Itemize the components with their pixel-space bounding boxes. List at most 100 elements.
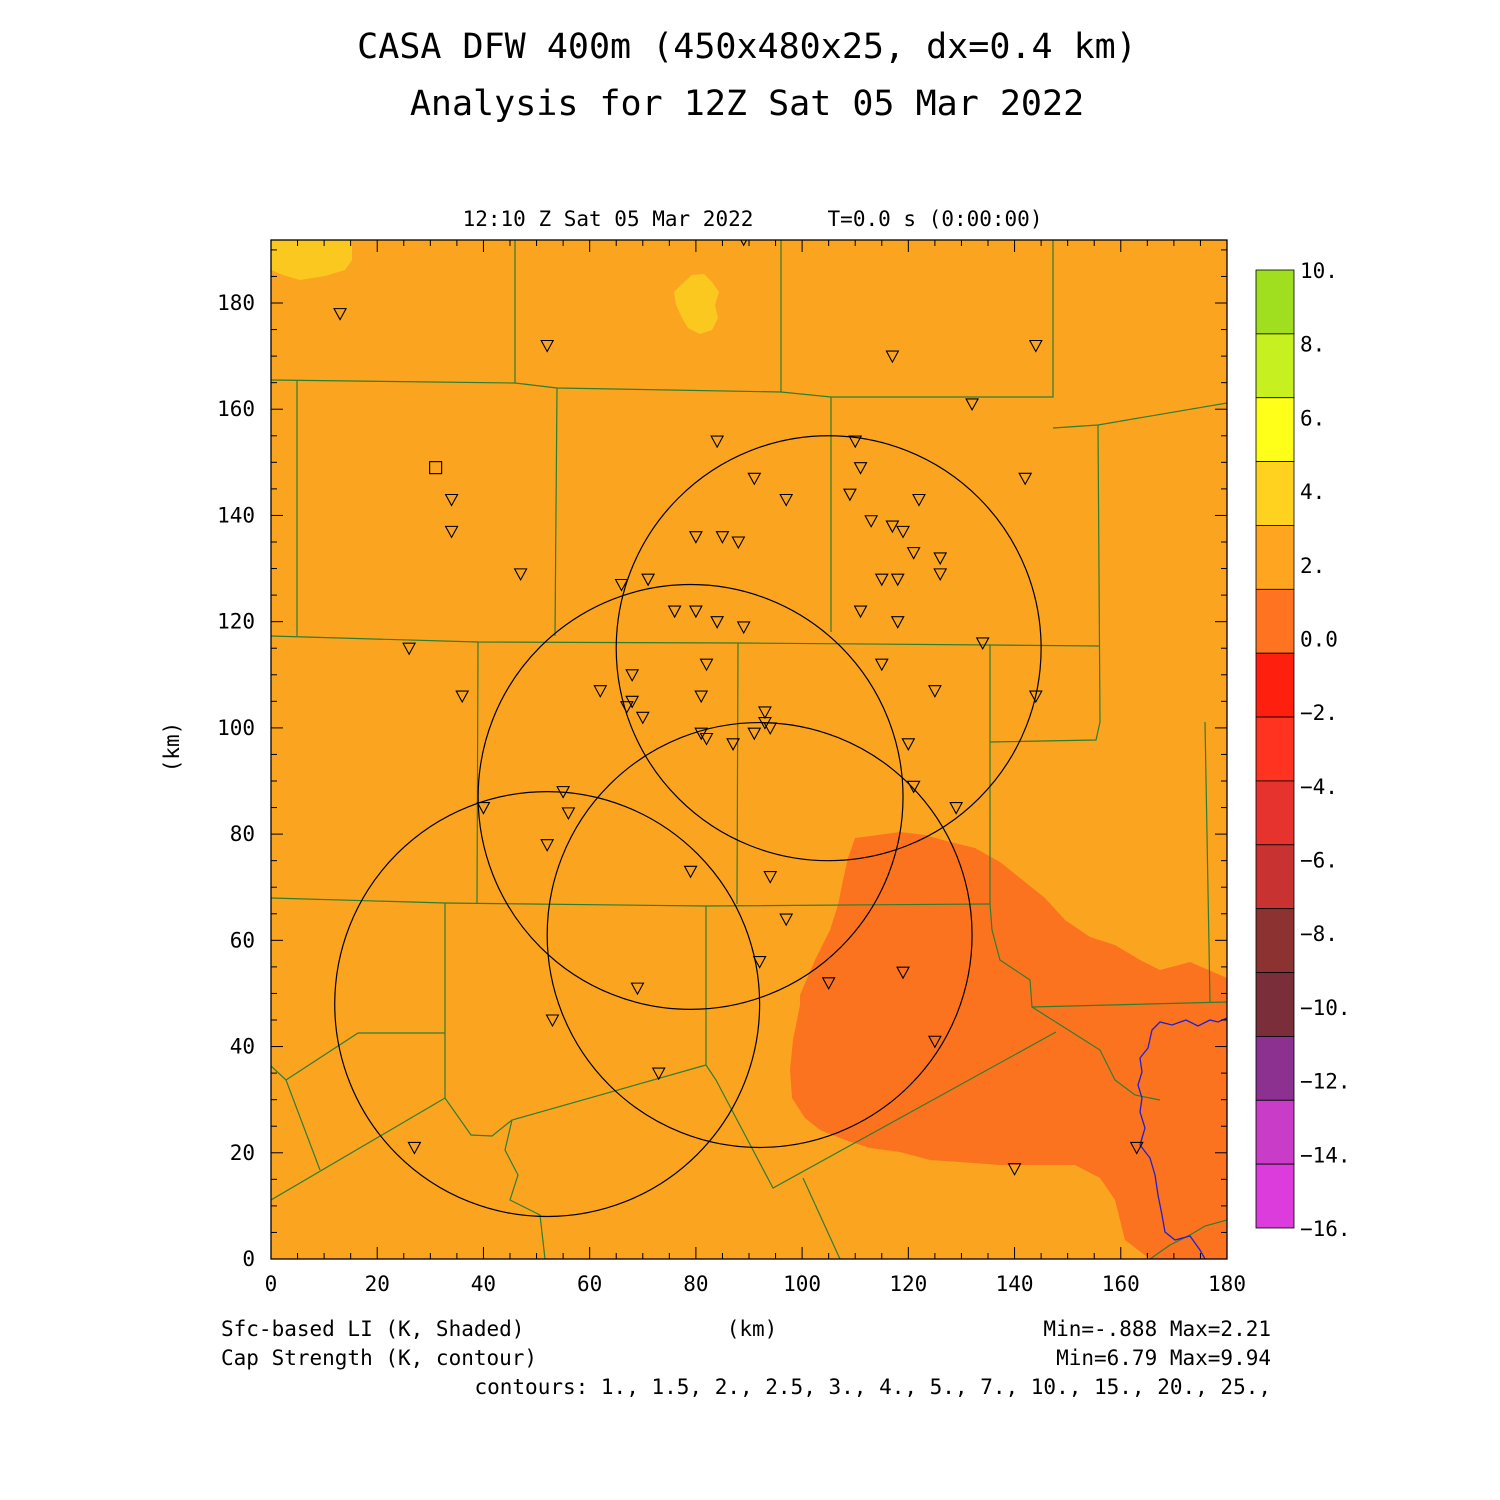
station-marker xyxy=(965,398,979,412)
station-marker xyxy=(407,1141,422,1155)
station-marker xyxy=(513,568,528,582)
x-tick-label: 160 xyxy=(1102,1272,1140,1296)
station-marker xyxy=(747,472,762,486)
colorbar-swatch xyxy=(1255,844,1295,910)
station-marker xyxy=(444,493,459,507)
station-marker xyxy=(545,1014,560,1028)
colorbar-label: −12. xyxy=(1300,1070,1351,1094)
station-marker xyxy=(1129,1141,1144,1155)
station-marker xyxy=(1007,1163,1022,1176)
y-tick-label: 160 xyxy=(217,397,255,421)
station-marker xyxy=(402,642,417,656)
station-marker xyxy=(688,531,703,544)
station-marker xyxy=(933,568,948,582)
x-tick-label: 40 xyxy=(471,1272,496,1296)
station-marker xyxy=(540,839,555,852)
county-line xyxy=(504,1119,546,1259)
station-marker xyxy=(927,685,942,698)
colorbar-swatch xyxy=(1255,1036,1295,1101)
station-marker xyxy=(906,780,921,794)
station-marker xyxy=(853,605,868,619)
station-marker xyxy=(779,493,794,507)
forecast-time-label: T=0.0 s (0:00:00) xyxy=(828,207,1043,231)
station-marker xyxy=(912,493,926,507)
colorbar-swatch xyxy=(1255,333,1295,399)
y-tick-label: 180 xyxy=(217,291,255,315)
river xyxy=(1137,1017,1227,1259)
station-marker xyxy=(933,552,948,566)
station-marker xyxy=(821,977,836,990)
station-marker xyxy=(593,685,608,698)
colorbar-swatch xyxy=(1255,972,1295,1037)
station-marker xyxy=(874,658,889,672)
colorbar-label: 6. xyxy=(1300,406,1325,430)
y-tick-label: 100 xyxy=(217,716,255,740)
x-tick-label: 140 xyxy=(996,1272,1034,1296)
station-marker xyxy=(688,605,703,619)
station-marker xyxy=(619,701,634,714)
station-marker xyxy=(758,706,772,720)
colorbar-label: 8. xyxy=(1300,333,1325,357)
station-marker xyxy=(726,738,740,751)
station-marker xyxy=(699,658,714,672)
colorbar-label: −8. xyxy=(1300,922,1338,946)
field-min-max: Min=-.888 Max=2.21 xyxy=(1043,1317,1271,1341)
station-marker xyxy=(901,738,916,751)
x-tick-label: 80 xyxy=(683,1272,708,1296)
station-marker xyxy=(731,536,746,550)
station-marker xyxy=(949,802,964,815)
station-marker xyxy=(710,616,725,629)
colorbar-label: −16. xyxy=(1300,1217,1351,1241)
station-marker xyxy=(683,865,698,879)
x-tick-label: 20 xyxy=(365,1272,390,1296)
footer-field-label: Sfc-based LI (K, Shaded) xyxy=(221,1317,524,1341)
station-marker xyxy=(927,1035,942,1049)
y-tick-label: 20 xyxy=(230,1141,255,1165)
county-line xyxy=(989,424,1101,743)
station-marker xyxy=(747,727,762,741)
station-marker xyxy=(444,525,459,539)
cap-strength-contours xyxy=(334,435,1042,1218)
y-tick-label: 0 xyxy=(242,1247,255,1271)
title-line-2: Analysis for 12Z Sat 05 Mar 2022 xyxy=(410,84,1084,124)
cap-strength-contour xyxy=(546,721,973,1149)
y-tick-label: 140 xyxy=(217,503,255,527)
station-marker xyxy=(874,573,889,587)
x-tick-label: 180 xyxy=(1208,1272,1246,1296)
station-marker xyxy=(699,732,714,746)
county-line xyxy=(989,903,1227,1008)
station-marker xyxy=(848,435,863,449)
county-line xyxy=(271,1032,445,1081)
station-marker xyxy=(625,669,640,682)
contour-min-max: Min=6.79 Max=9.94 xyxy=(1056,1346,1271,1370)
station-marker xyxy=(896,525,910,539)
county-line xyxy=(476,641,479,905)
station-marker xyxy=(635,711,650,725)
colorbar-swatch xyxy=(1255,397,1295,463)
station-marker xyxy=(694,690,709,704)
station-marker xyxy=(630,982,645,996)
station-marker xyxy=(625,695,640,709)
colorbar-swatch xyxy=(1255,269,1295,335)
colorbar-swatch xyxy=(1255,588,1295,654)
station-marker xyxy=(779,913,794,927)
station-marker xyxy=(842,488,857,502)
station-marker xyxy=(540,339,555,353)
contour-levels: contours: 1., 1.5, 2., 2.5, 3., 4., 5., … xyxy=(474,1375,1271,1399)
x-axis: 0 20 40 60 80 100 120 140 160 180 xyxy=(265,240,1246,1296)
cap-strength-contour xyxy=(615,435,1042,862)
colorbar-label: −4. xyxy=(1300,775,1338,799)
colorbar-label: 4. xyxy=(1300,480,1325,504)
positive-li-region xyxy=(674,274,719,334)
colorbar-swatch xyxy=(1255,525,1295,590)
station-marker xyxy=(476,802,491,815)
colorbar-swatch xyxy=(1255,1163,1295,1229)
station-marker xyxy=(614,578,629,592)
y-tick-label: 80 xyxy=(230,822,255,846)
title-line-1: CASA DFW 400m (450x480x25, dx=0.4 km) xyxy=(357,27,1137,67)
station-marker xyxy=(890,573,905,587)
colorbar-label: −2. xyxy=(1300,701,1338,725)
station-marker xyxy=(763,722,778,736)
y-tick-label: 40 xyxy=(230,1035,255,1059)
station-marker xyxy=(1028,339,1043,353)
